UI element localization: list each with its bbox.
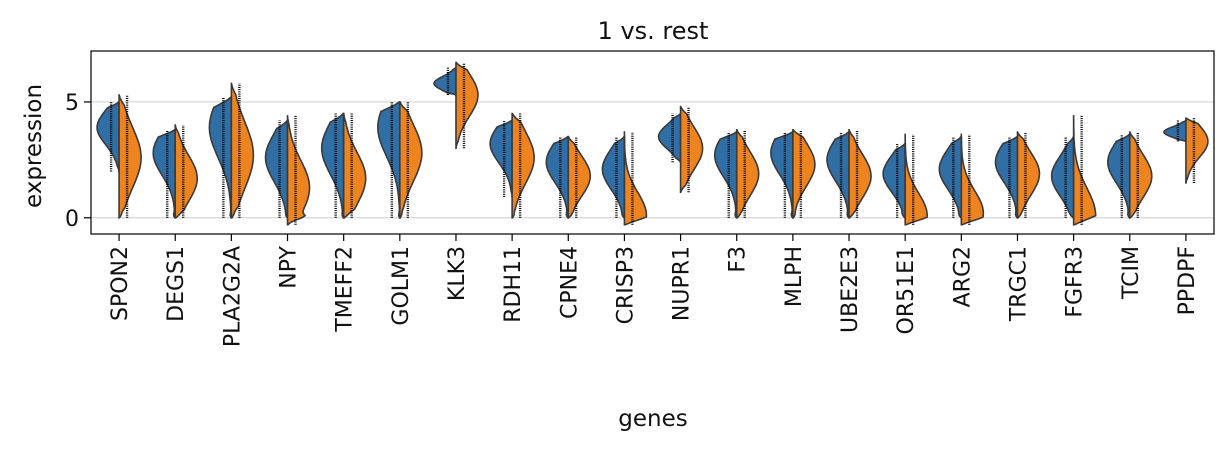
violin-half [208,96,233,219]
violin-half [1163,119,1187,143]
violins [96,61,1209,226]
violin-half [960,133,985,226]
violin-half [230,82,255,219]
x-axis-ticks: SPON2 DEGS1 PLA2G2A NPY TMEFF2 GOLM1 KLK3 RDH11… [108,234,1200,347]
data-points [109,62,1196,225]
violin-half [511,112,535,219]
violin-half [377,101,401,219]
violin-half [545,135,570,219]
violin-half [735,129,760,219]
x-tick-label: KLK3 [445,246,470,301]
violin-half [152,129,177,219]
violin-half [1072,115,1097,226]
x-tick-label: UBE2E3 [838,246,863,333]
violin-half [399,101,423,219]
violin-half [792,129,816,219]
violin-half [174,124,198,219]
violin-half [433,66,457,96]
violin-half [96,101,120,173]
x-tick-label: CPNE4 [557,246,582,319]
x-axis-label: genes [618,406,687,432]
y-tick-label: 0 [65,207,79,232]
violin-half [1106,133,1131,219]
y-axis-ticks: 05 [65,91,91,232]
violin-half [286,115,311,226]
violin-half [623,131,648,226]
x-tick-label: TMEFF2 [333,246,358,333]
x-tick-label: OR51E1 [894,246,919,335]
violin-half [848,129,872,219]
violin-half [118,94,142,219]
violin-half [601,135,626,219]
x-tick-label: NUPR1 [670,246,695,321]
violin-half [904,133,929,226]
grid-lines [91,101,1214,219]
x-tick-label: F3 [726,246,751,273]
x-tick-label: PLA2G2A [220,246,245,347]
x-tick-label: GOLM1 [389,246,414,326]
violin-half [1016,131,1041,219]
x-tick-label: CRISP3 [613,246,638,324]
chart-title: 1 vs. rest [598,17,709,45]
violin-half [770,131,794,219]
x-tick-label: TCIM [1119,246,1144,300]
y-tick-label: 5 [65,91,79,116]
x-tick-label: SPON2 [108,246,133,321]
violin-half [489,119,513,198]
violin-half [1050,135,1075,219]
violin-half [938,135,963,219]
violin-half [1128,131,1153,219]
violin-half [882,142,906,219]
violin-half [826,131,850,219]
violin-half [657,112,682,163]
violin-half [264,119,289,219]
x-tick-label: DEGS1 [164,246,189,322]
plot-frame [90,50,1215,235]
violin-half [320,112,345,219]
violin-half [342,112,367,219]
x-tick-label: RDH11 [501,246,526,323]
violin-half [1185,117,1209,184]
x-tick-label: MLPH [782,246,807,307]
violin-half [567,135,592,219]
violin-half [713,131,738,219]
x-tick-label: TRGC1 [1006,246,1031,322]
y-axis-label: expression [21,84,47,208]
x-tick-label: NPY [277,245,302,288]
violin-half [679,105,704,194]
x-tick-label: FGFR3 [1063,246,1088,318]
x-tick-label: PPDPF [1175,246,1200,315]
violin-half [455,61,479,150]
x-tick-label: ARG2 [950,246,975,307]
violin-half [994,135,1019,219]
